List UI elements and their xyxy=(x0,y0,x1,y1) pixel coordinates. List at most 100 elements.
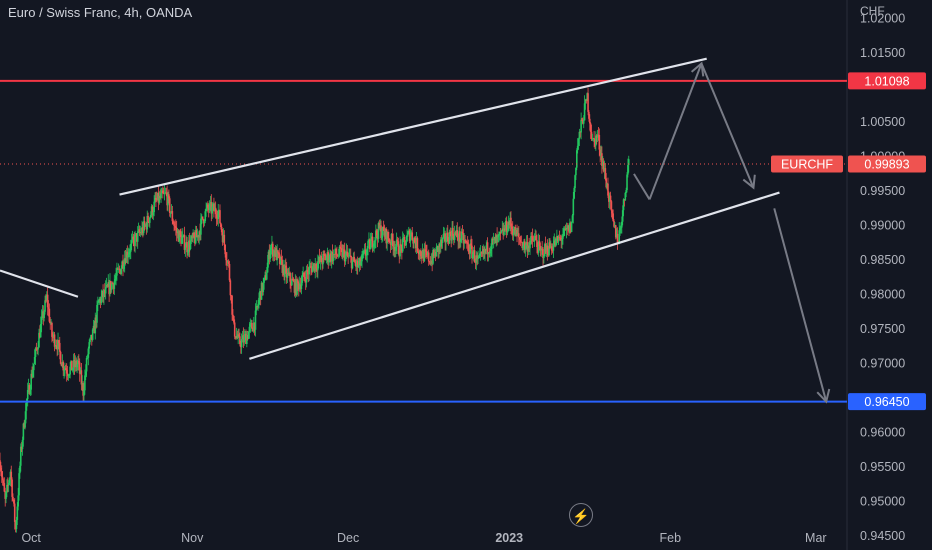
candle-body xyxy=(35,348,38,350)
candle-body xyxy=(431,260,433,264)
candle-body xyxy=(173,223,175,226)
candle-body xyxy=(56,345,58,350)
candle-body xyxy=(223,234,226,245)
candle-body xyxy=(36,348,39,350)
candle-body xyxy=(49,321,52,324)
candle-body xyxy=(207,204,209,208)
candle-body xyxy=(504,228,506,231)
candle-body xyxy=(138,229,141,233)
candle-body xyxy=(204,211,207,222)
candle-body xyxy=(30,373,32,390)
candle-body xyxy=(207,207,210,211)
candle-body xyxy=(417,251,420,253)
candle-body xyxy=(608,195,611,202)
candle-body xyxy=(194,230,197,244)
projection-segment xyxy=(700,63,755,189)
candle-body xyxy=(247,331,250,340)
candle-body xyxy=(622,199,625,211)
candle-body xyxy=(17,495,19,507)
projection-segment xyxy=(773,208,828,402)
candle-body xyxy=(592,138,595,139)
candle-body xyxy=(406,235,408,242)
candle-body xyxy=(427,252,430,262)
candle-body xyxy=(168,198,171,213)
candle-body xyxy=(362,250,365,255)
candle-body xyxy=(216,218,219,220)
candle-body xyxy=(366,248,369,256)
candle-body xyxy=(84,371,87,376)
projection-arrowhead xyxy=(690,61,705,77)
candle-body xyxy=(255,306,258,311)
candle-body xyxy=(486,242,489,255)
candle-body xyxy=(597,134,600,136)
candle-body xyxy=(27,385,30,391)
candle-body xyxy=(474,262,477,263)
candle-body xyxy=(483,248,485,254)
candle-body xyxy=(513,227,516,234)
candle-body xyxy=(563,228,566,230)
lightning-bolt-icon[interactable]: ⚡ xyxy=(569,503,593,527)
trend-line-lower-channel xyxy=(249,191,780,360)
candle-body xyxy=(375,230,378,236)
candle-body xyxy=(137,229,140,232)
candle-body xyxy=(5,491,7,499)
candle-body xyxy=(9,471,12,479)
candle-body xyxy=(305,269,308,283)
y-tick-label: 0.98500 xyxy=(860,253,905,267)
candle-body xyxy=(51,322,53,337)
candle-body xyxy=(539,246,542,251)
candle-body xyxy=(252,328,254,332)
candle-body xyxy=(580,119,582,133)
candle-body xyxy=(20,446,23,450)
candle-body xyxy=(449,231,452,234)
candle-body xyxy=(93,325,96,334)
candle-body xyxy=(600,153,602,156)
candle-body xyxy=(505,220,508,233)
candle-body xyxy=(353,256,356,262)
candle-body xyxy=(141,227,143,234)
candle-body xyxy=(260,282,263,300)
candle-body xyxy=(8,478,11,483)
candle-body xyxy=(189,241,192,249)
candle-body xyxy=(235,335,238,339)
candle-body xyxy=(458,231,460,242)
candle-body xyxy=(47,307,50,309)
candle-body xyxy=(381,226,384,236)
candle-body xyxy=(407,230,410,233)
candle-body xyxy=(332,253,335,261)
candle-body xyxy=(485,242,488,251)
candle-body xyxy=(160,193,162,199)
candle-body xyxy=(459,231,461,242)
candle-body xyxy=(91,334,93,340)
candle-body xyxy=(21,439,24,450)
candle-body xyxy=(232,314,234,317)
y-tick-label: 1.01500 xyxy=(860,46,905,60)
candle-body xyxy=(99,298,102,304)
candle-body xyxy=(626,174,628,191)
candle-body xyxy=(40,316,43,325)
candle-body xyxy=(613,221,615,227)
candle-body xyxy=(200,216,203,219)
candle-body xyxy=(328,259,330,263)
candle-body xyxy=(459,240,462,242)
candle-body xyxy=(89,338,91,343)
candle-body xyxy=(596,134,599,138)
candle-body xyxy=(396,239,399,242)
candle-body xyxy=(181,235,184,238)
candle-body xyxy=(179,230,181,235)
candle-body xyxy=(348,255,350,257)
candle-body xyxy=(334,248,336,255)
candle-body xyxy=(241,335,244,340)
candle-body xyxy=(442,233,445,238)
candle-body xyxy=(74,360,77,367)
candle-body xyxy=(488,252,491,254)
candle-body xyxy=(104,286,107,294)
candle-body xyxy=(195,230,198,238)
candle-body xyxy=(428,261,431,263)
candle-body xyxy=(530,236,532,243)
candle-body xyxy=(567,225,569,229)
candle-body xyxy=(103,290,106,294)
candle-body xyxy=(19,446,22,466)
candle-body xyxy=(210,202,213,214)
